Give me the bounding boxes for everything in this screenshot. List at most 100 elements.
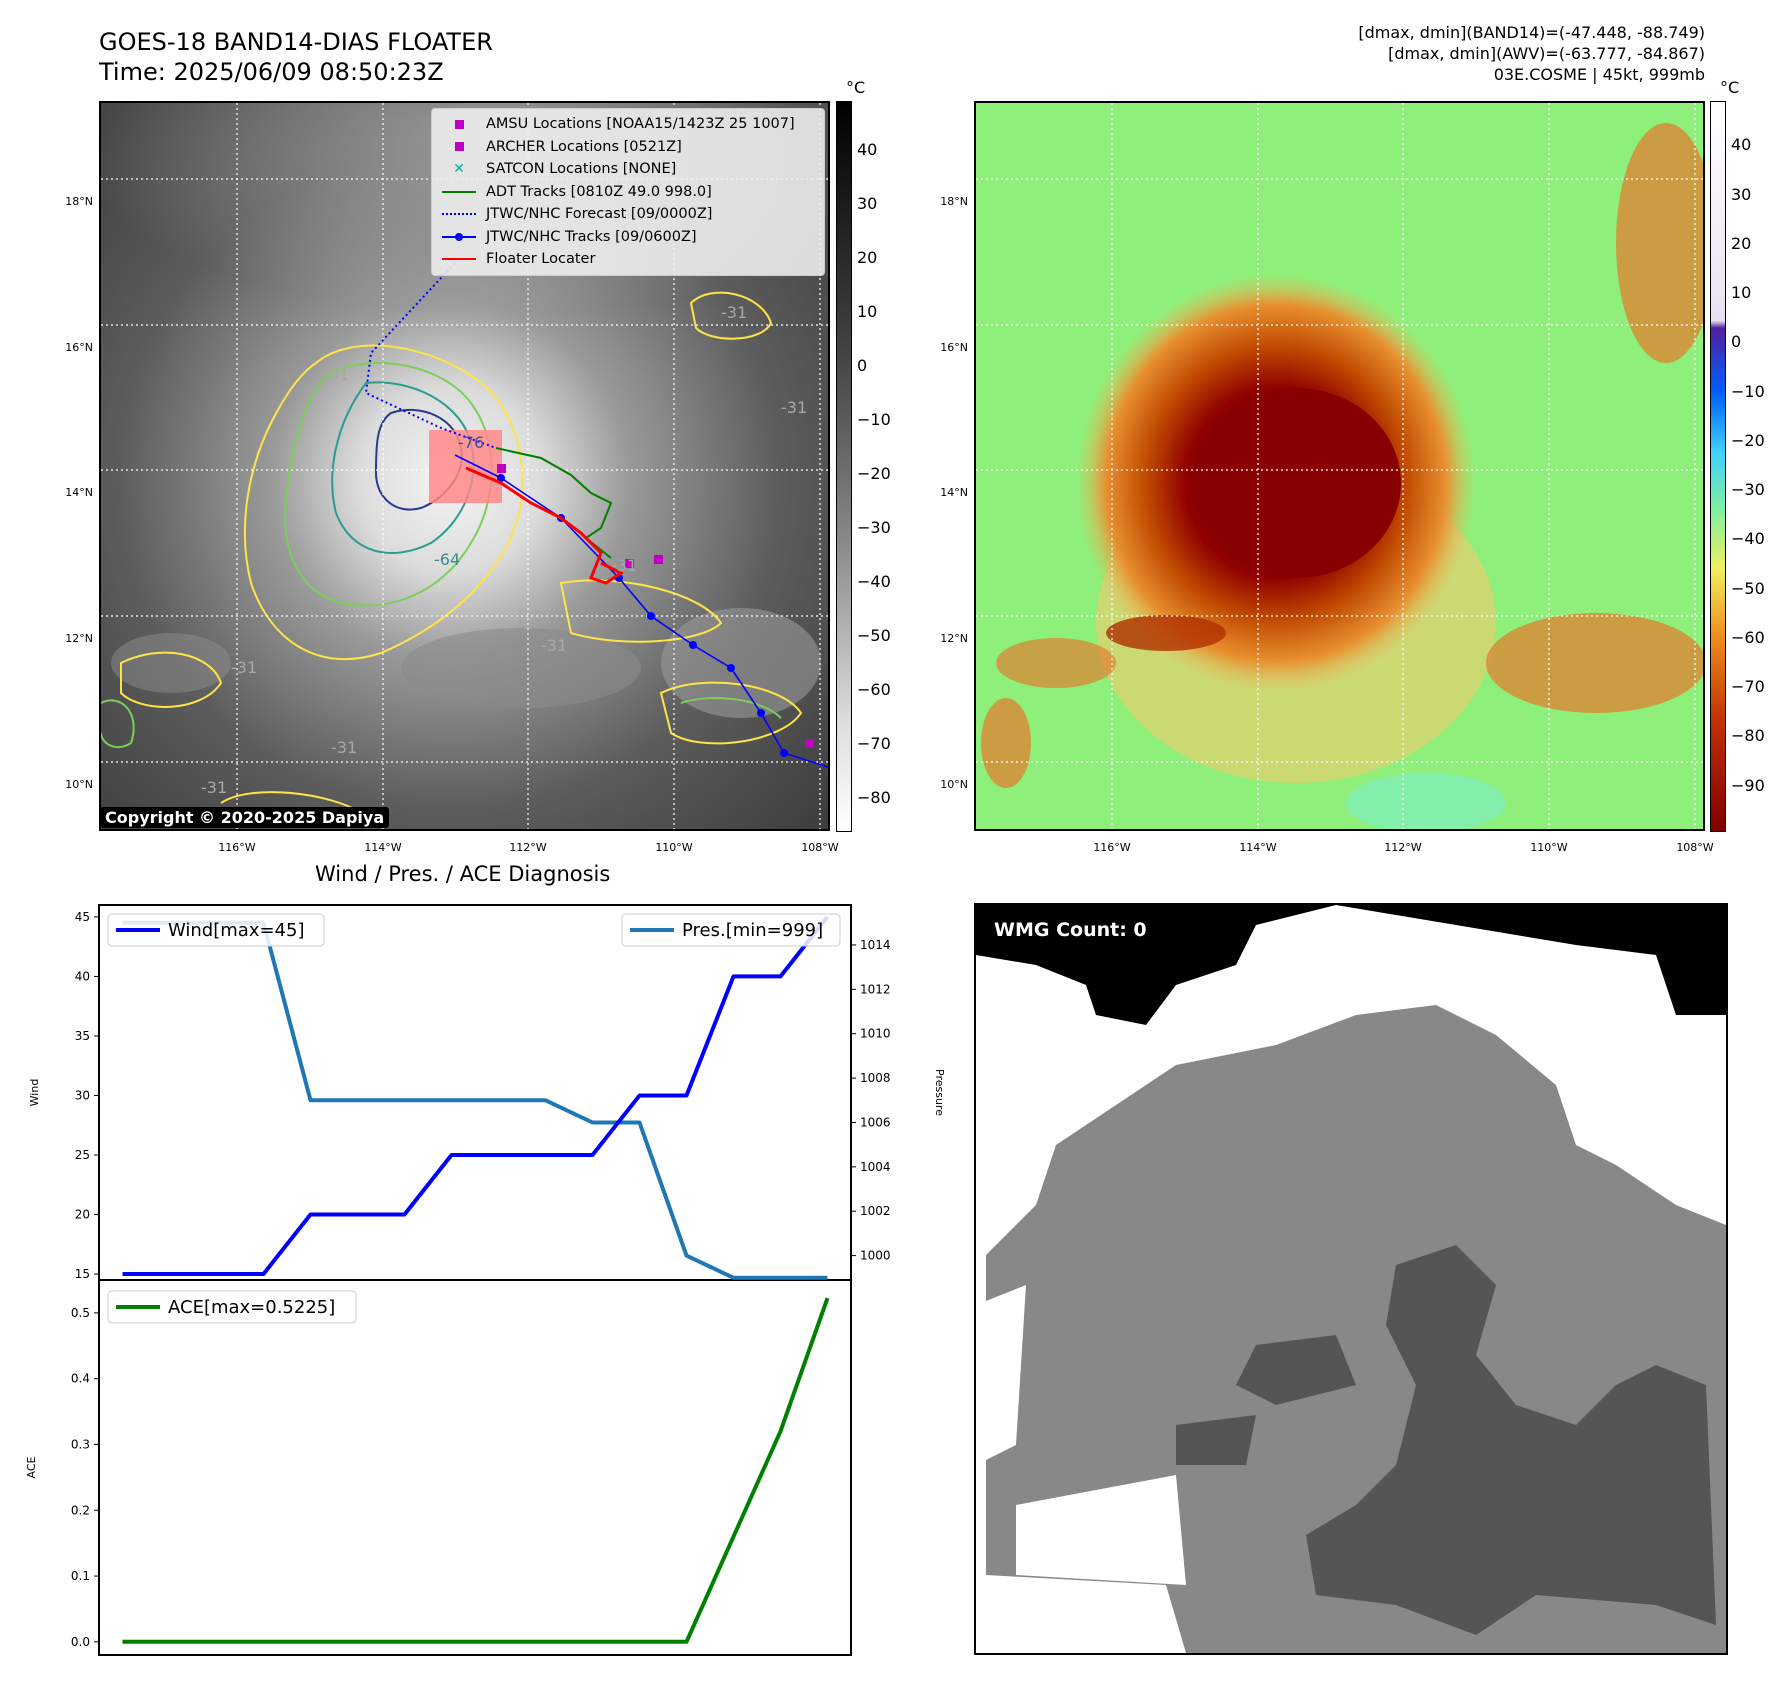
- lon-tick-label: 116°W: [1093, 841, 1131, 854]
- lon-tick-label: 108°W: [1676, 841, 1714, 854]
- colorbar-tick-label: 30: [1731, 184, 1752, 204]
- pressure-tick-label: 1014: [860, 938, 891, 952]
- wind-pres-axes: [98, 904, 852, 1281]
- lat-tick-label: 12°N: [940, 632, 968, 645]
- legend-item-amsu: AMSU Locations [NOAA15/1423Z 25 1007]: [440, 113, 816, 136]
- wmg-black-region: [976, 905, 1726, 1025]
- legend-label: SATCON Locations [NONE]: [486, 161, 677, 178]
- contour-label: -31: [781, 398, 807, 417]
- colorbar-tick-label: −40: [1731, 529, 1765, 549]
- pressure-tick-label: 1000: [860, 1249, 891, 1263]
- figure-time: Time: 2025/06/09 08:50:23Z: [99, 58, 444, 86]
- lat-tick-label: 14°N: [940, 486, 968, 499]
- contour-76: [374, 408, 463, 511]
- colorbar-tick-label: −30: [1731, 480, 1765, 500]
- square-marker-icon: [454, 119, 464, 129]
- pressure-axis-label: Pressure: [933, 1069, 946, 1116]
- copyright-badge: Copyright © 2020-2025 Dapiya: [101, 807, 390, 828]
- colorbar-tick-label: −40: [857, 571, 891, 591]
- figure-title: GOES-18 BAND14-DIAS FLOATER: [99, 28, 493, 56]
- lat-tick-label: 18°N: [65, 195, 93, 208]
- legend-label: JTWC/NHC Forecast [09/0000Z]: [486, 206, 713, 223]
- wmg-panel: WMG Count: 0: [974, 903, 1728, 1655]
- colorbar-tick-label: −30: [857, 517, 891, 537]
- jtwc-forecast-track: [364, 262, 497, 449]
- contour-31-outer: [243, 344, 524, 661]
- colorbar-tick-label: 20: [1731, 233, 1752, 253]
- wind-tick-label: 40: [75, 969, 90, 983]
- pressure-tick-label: 1008: [860, 1071, 891, 1085]
- ace-legend-label: ACE[max=0.5225]: [168, 1297, 335, 1318]
- wind-tick-label: 25: [75, 1148, 90, 1162]
- wind-tick-label: 35: [75, 1029, 90, 1043]
- lat-tick-label: 10°N: [940, 778, 968, 791]
- ir-colorbar: [836, 101, 852, 832]
- lon-tick-label: 112°W: [509, 841, 547, 854]
- wind-legend-label: Wind[max=45]: [168, 920, 305, 941]
- ace-tick-label: 0.2: [71, 1503, 90, 1517]
- legend-label: ARCHER Locations [0521Z]: [486, 138, 682, 155]
- pressure-legend-label: Pres.[min=999]: [682, 920, 823, 941]
- colorbar-tick-label: −80: [857, 787, 891, 807]
- ace-tick-label: 0.0: [71, 1635, 90, 1649]
- awv-map-canvas: [976, 103, 1703, 829]
- ace-tick-label: 0.4: [71, 1372, 90, 1386]
- line-marker-icon: [442, 258, 476, 261]
- dotted-line-icon: [442, 213, 476, 216]
- colorbar-tick-label: 0: [1731, 332, 1742, 352]
- lat-tick-label: 18°N: [940, 195, 968, 208]
- colorbar-tick-label: −20: [857, 463, 891, 483]
- ace-tick-label: 0.3: [71, 1437, 90, 1451]
- contour-label: -76: [458, 433, 484, 452]
- legend-label: Floater Locater: [486, 251, 596, 268]
- pressure-series-line: [122, 920, 828, 1280]
- colorbar-tick-label: 20: [857, 247, 878, 267]
- colorbar-tick-label: 10: [857, 301, 878, 321]
- contour-label: -31: [231, 658, 257, 677]
- wind-axis-label: Wind: [28, 1079, 41, 1107]
- diagnosis-title: Wind / Pres. / ACE Diagnosis: [315, 862, 611, 886]
- colorbar-tick-label: 0: [857, 355, 868, 375]
- colorbar-tick-label: −70: [1731, 677, 1765, 697]
- lon-tick-label: 108°W: [801, 841, 839, 854]
- square-marker-icon: [454, 142, 464, 152]
- contour-label: -31: [331, 738, 357, 757]
- ace-axes: [98, 1279, 852, 1656]
- contour-label: -31: [323, 365, 349, 384]
- line-marker-icon: [442, 190, 476, 193]
- legend-label: AMSU Locations [NOAA15/1423Z 25 1007]: [486, 116, 795, 133]
- contour-label: -31: [541, 636, 567, 655]
- ir-colorbar-unit: °C: [846, 78, 866, 97]
- legend-label: JTWC/NHC Tracks [09/0600Z]: [486, 228, 697, 245]
- wmg-count-badge: WMG Count: 0: [986, 915, 1155, 945]
- adt-track: [495, 447, 613, 559]
- legend-item-tracks: JTWC/NHC Tracks [09/0600Z]: [440, 226, 816, 249]
- lon-tick-label: 112°W: [1384, 841, 1422, 854]
- band14-range-text: [dmax, dmin](BAND14)=(-47.448, -88.749): [1358, 23, 1705, 42]
- colorbar-tick-label: 40: [857, 139, 878, 159]
- wmg-canvas: [976, 905, 1726, 1653]
- contour-label: -31: [611, 556, 637, 575]
- contour-label: -31: [721, 303, 747, 322]
- wmg-dark-region: [1306, 1245, 1716, 1635]
- lat-tick-label: 12°N: [65, 632, 93, 645]
- ace-tick-label: 0.1: [71, 1569, 90, 1583]
- legend-label: ADT Tracks [0810Z 49.0 998.0]: [486, 183, 712, 200]
- pressure-tick-label: 1010: [860, 1027, 891, 1041]
- legend-item-satcon: ✕ SATCON Locations [NONE]: [440, 158, 816, 181]
- lon-tick-label: 114°W: [1239, 841, 1277, 854]
- ace-tick-label: 0.5: [71, 1306, 90, 1320]
- wind-tick-label: 45: [75, 910, 90, 924]
- floater-locater-path: [465, 466, 624, 585]
- legend-item-adt: ADT Tracks [0810Z 49.0 998.0]: [440, 181, 816, 204]
- awv-gridlines: [976, 103, 1703, 829]
- contour-label: -31: [201, 778, 227, 797]
- lat-tick-label: 16°N: [940, 341, 968, 354]
- lon-tick-label: 116°W: [218, 841, 256, 854]
- colorbar-tick-label: −20: [1731, 430, 1765, 450]
- floater-box: [429, 430, 502, 503]
- ace-series-line: [122, 1297, 830, 1644]
- lon-tick-label: 114°W: [364, 841, 402, 854]
- ace-legend: [107, 1290, 357, 1324]
- pressure-tick-label: 1004: [860, 1160, 891, 1174]
